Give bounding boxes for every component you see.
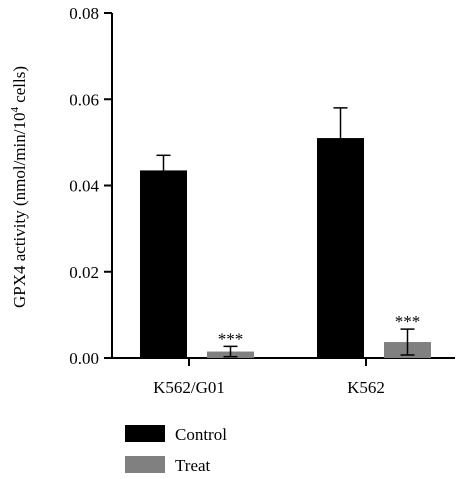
y-tick-label: 0.02 bbox=[69, 263, 99, 282]
legend: Control Treat bbox=[125, 425, 227, 475]
x-category-label: K562 bbox=[347, 378, 385, 397]
legend-label-treat: Treat bbox=[175, 456, 211, 475]
bars-group: *** *** bbox=[140, 107, 431, 358]
y-axis-title: GPX4 activity (nmol/min/104 cells) bbox=[9, 66, 29, 308]
significance-label: *** bbox=[218, 329, 244, 348]
y-axis-title-unit: cells) bbox=[10, 66, 29, 107]
y-axis-title-main: GPX4 activity (nmol/min/10 bbox=[10, 113, 29, 309]
legend-label-control: Control bbox=[175, 425, 227, 444]
y-tick-label: 0.06 bbox=[69, 90, 99, 109]
x-category-label: K562/G01 bbox=[153, 378, 225, 397]
legend-swatch-treat bbox=[125, 456, 165, 473]
bar-control bbox=[140, 170, 187, 358]
y-tick-label: 0.08 bbox=[69, 4, 99, 23]
significance-label: *** bbox=[395, 312, 421, 331]
legend-swatch-control bbox=[125, 425, 165, 442]
bar-control bbox=[317, 138, 364, 358]
y-tick-label: 0.00 bbox=[69, 349, 99, 368]
y-tick-label: 0.04 bbox=[69, 177, 99, 196]
axes: 0.00 0.02 0.04 0.06 0.08 K562/G01 K562 bbox=[69, 4, 455, 397]
y-axis-title-exponent: 4 bbox=[9, 107, 21, 113]
